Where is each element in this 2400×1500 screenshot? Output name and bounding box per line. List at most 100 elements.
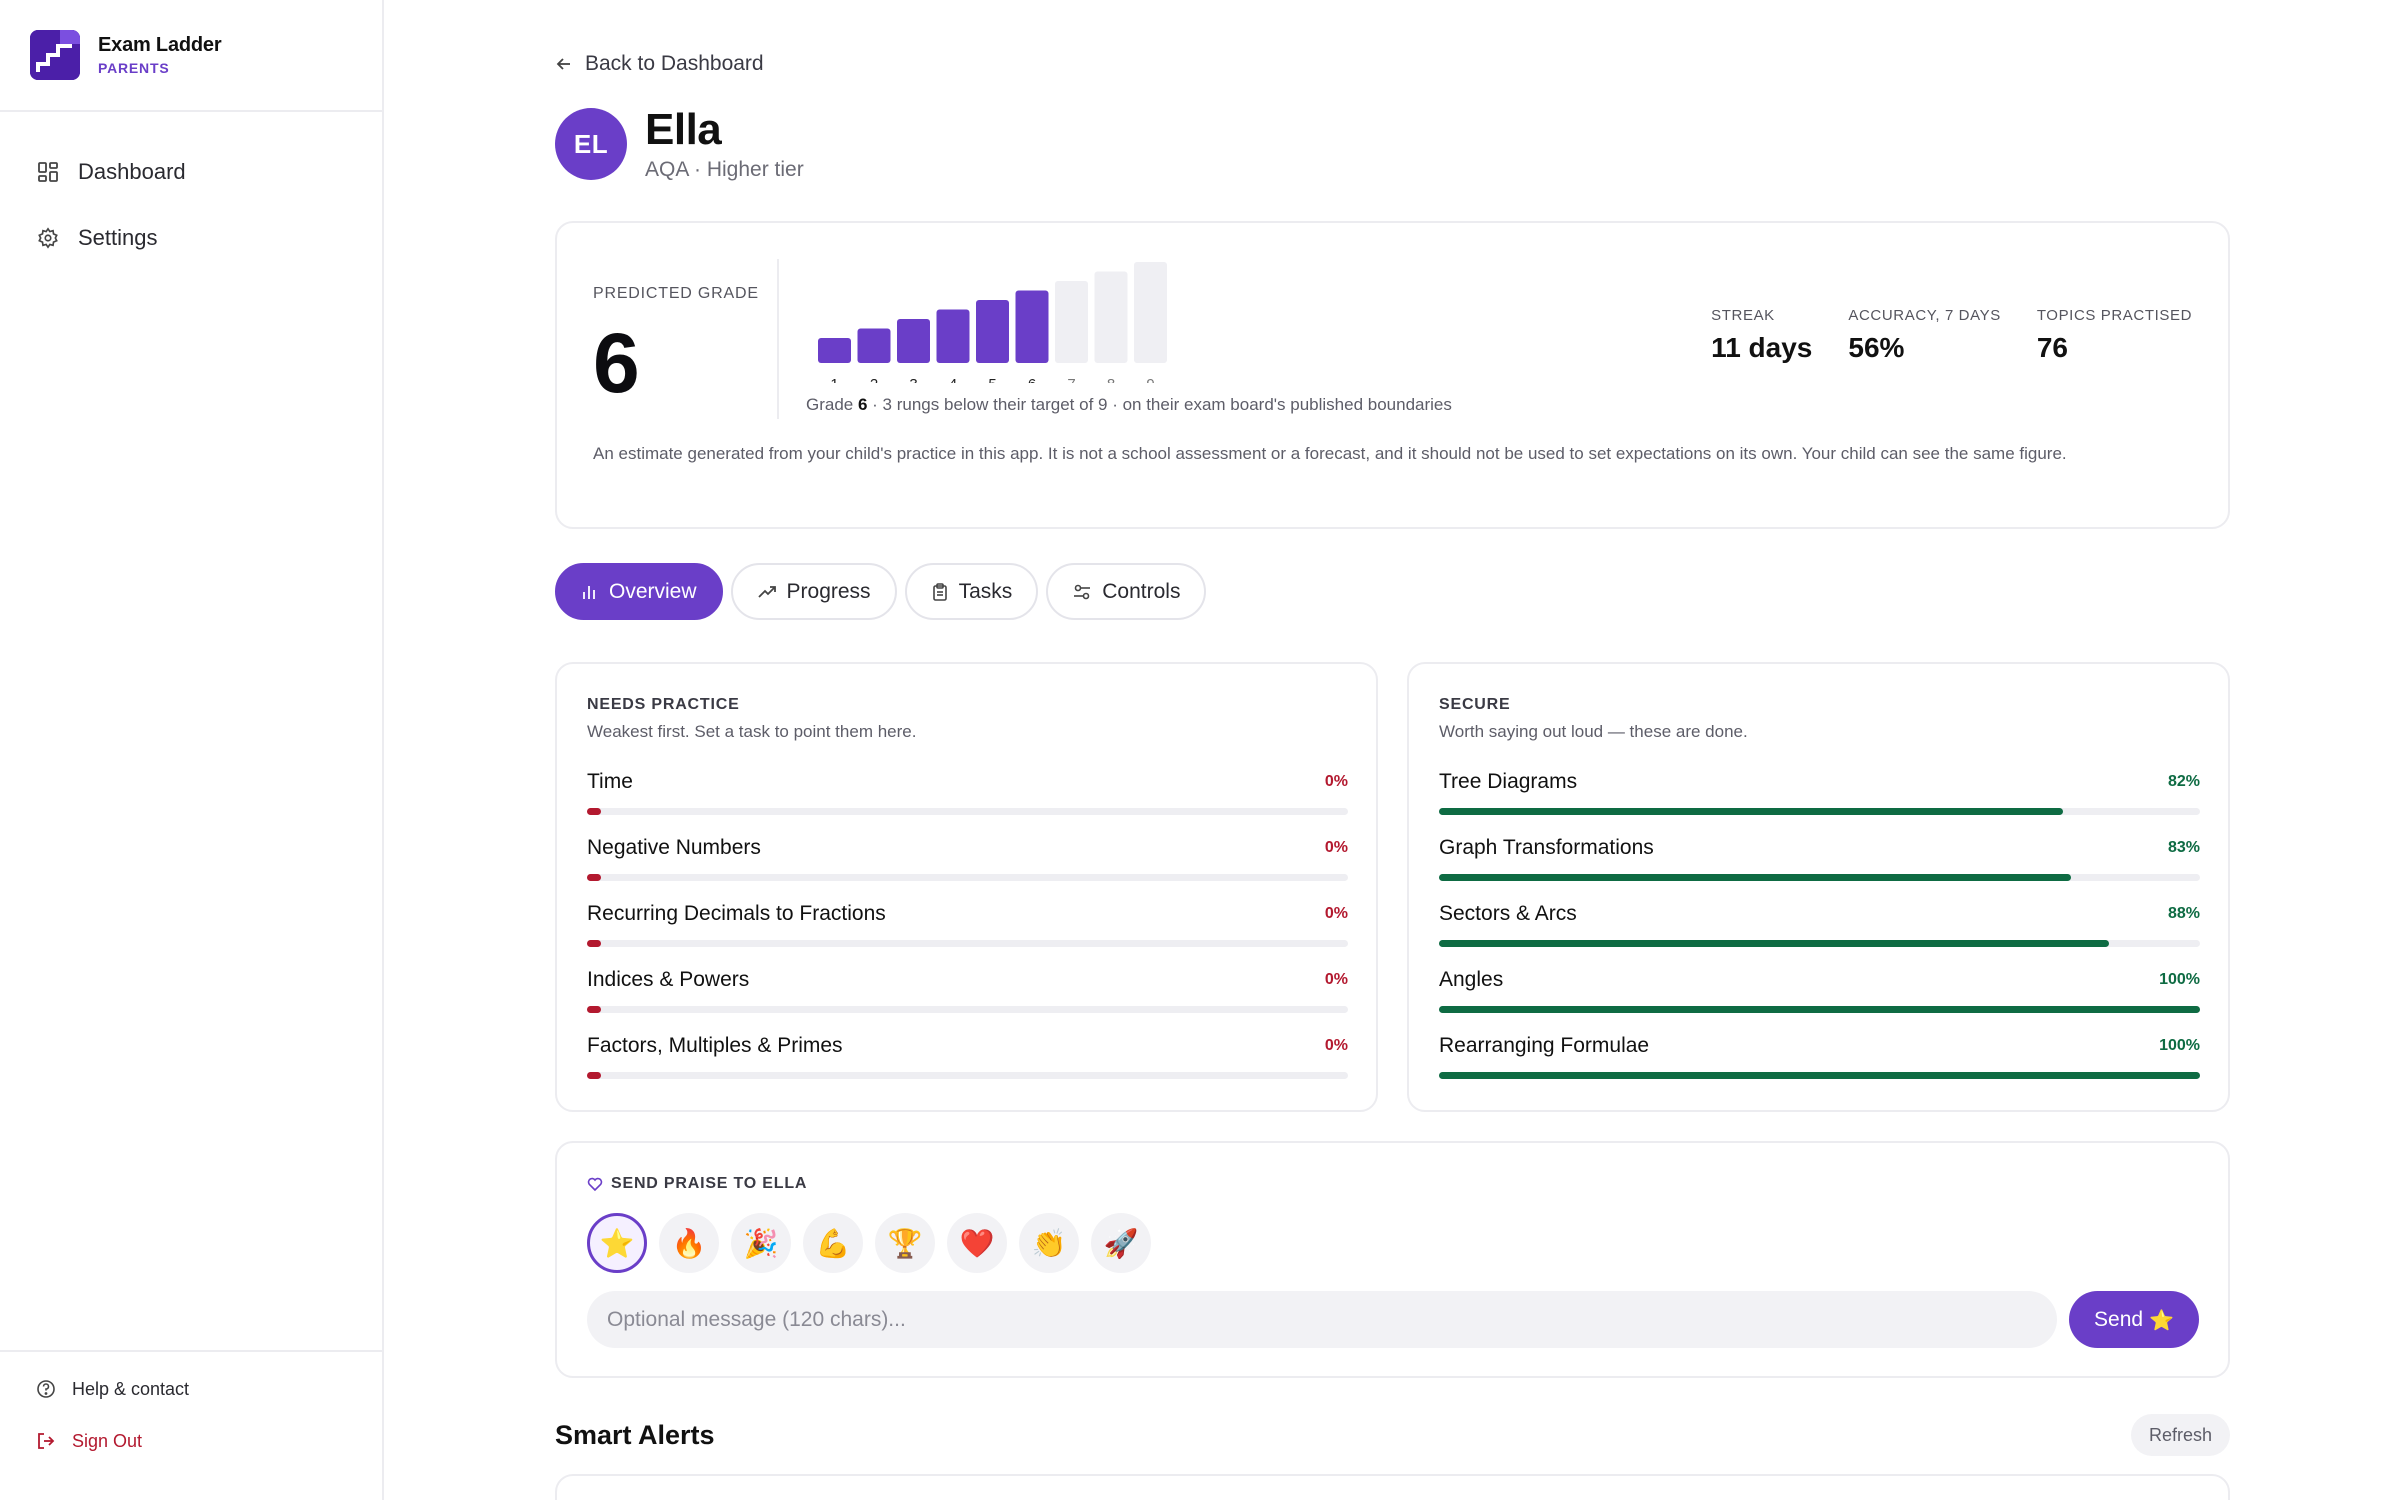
bar-chart-icon bbox=[581, 583, 599, 601]
sidebar: Exam Ladder PARENTS Dashboard Settings bbox=[0, 0, 384, 1500]
progress-track bbox=[587, 808, 1348, 815]
topic-row[interactable]: Time 0% bbox=[587, 770, 1348, 836]
topic-row[interactable]: Factors, Multiples & Primes 0% bbox=[587, 1034, 1348, 1100]
topic-name: Tree Diagrams bbox=[1439, 770, 1578, 793]
topic-row[interactable]: Negative Numbers 0% bbox=[587, 836, 1348, 902]
student-profile: EL Ella AQA · Higher tier bbox=[555, 106, 804, 182]
topic-percent: 82% bbox=[2167, 773, 2200, 790]
tab-label: Tasks bbox=[958, 579, 1013, 603]
topic-row[interactable]: Rearranging Formulae 100% bbox=[1439, 1034, 2200, 1100]
topic-row[interactable]: Sectors & Arcs 88% bbox=[1439, 902, 2200, 968]
caption-suffix: · 3 rungs below their target of 9 · on t… bbox=[867, 395, 1452, 414]
progress-track bbox=[1439, 940, 2200, 947]
emoji-option[interactable]: ❤️ bbox=[947, 1213, 1007, 1273]
topic-row[interactable]: Angles 100% bbox=[1439, 968, 2200, 1034]
needs-practice-list: Time 0% Negative Numbers 0% Recurring Decima… bbox=[587, 770, 1348, 1100]
grade-rung-label: 9 bbox=[1146, 376, 1154, 383]
stat-label: TOPICS PRACTISED bbox=[2036, 307, 2192, 324]
progress-track bbox=[1439, 1072, 2200, 1079]
sign-out-link[interactable]: Sign Out bbox=[0, 1426, 382, 1456]
topic-percent: 0% bbox=[1324, 839, 1348, 856]
needs-practice-title: NEEDS PRACTICE bbox=[587, 696, 740, 713]
grade-rung-bar bbox=[1134, 262, 1167, 363]
smart-alerts-card bbox=[555, 1474, 2230, 1500]
topic-name: Sectors & Arcs bbox=[1439, 902, 1577, 925]
topic-row[interactable]: Graph Transformations 83% bbox=[1439, 836, 2200, 902]
topic-name: Indices & Powers bbox=[587, 968, 750, 991]
grade-rung-bar bbox=[897, 319, 930, 363]
progress-track bbox=[587, 1006, 1348, 1013]
stat-label: STREAK bbox=[1711, 307, 1775, 324]
progress-fill bbox=[587, 808, 601, 815]
sign-out-icon bbox=[36, 1431, 56, 1451]
topic-row[interactable]: Indices & Powers 0% bbox=[587, 968, 1348, 1034]
topic-row[interactable]: Recurring Decimals to Fractions 0% bbox=[587, 902, 1348, 968]
sliders-icon bbox=[1072, 583, 1092, 601]
praise-title: SEND PRAISE TO ELLA bbox=[587, 1175, 807, 1193]
back-link[interactable]: Back to Dashboard bbox=[555, 52, 764, 76]
tab-overview[interactable]: Overview bbox=[555, 563, 723, 620]
topic-name: Factors, Multiples & Primes bbox=[587, 1034, 843, 1057]
praise-message-input[interactable] bbox=[587, 1291, 2057, 1348]
tab-bar: Overview Progress Tasks bbox=[555, 563, 1214, 620]
student-tier: AQA · Higher tier bbox=[645, 158, 804, 181]
progress-track bbox=[587, 874, 1348, 881]
emoji-option[interactable]: 💪 bbox=[803, 1213, 863, 1273]
stat-topics: TOPICS PRACTISED 76 bbox=[2037, 307, 2192, 364]
tab-label: Progress bbox=[786, 579, 871, 603]
heart-icon bbox=[587, 1176, 603, 1192]
help-link[interactable]: Help & contact bbox=[0, 1374, 382, 1404]
needs-practice-subtitle: Weakest first. Set a task to point them … bbox=[587, 722, 917, 741]
grade-disclaimer: An estimate generated from your child's … bbox=[593, 444, 2067, 463]
tab-label: Overview bbox=[609, 579, 697, 603]
star-icon: ⭐ bbox=[2149, 1307, 2174, 1332]
progress-fill bbox=[587, 1006, 601, 1013]
grid-icon bbox=[36, 160, 60, 184]
progress-fill bbox=[1439, 940, 2109, 947]
grade-rung-label: 8 bbox=[1107, 376, 1115, 383]
grade-ladder-chart: 1 2 3 4 5 6 7 8 9 bbox=[818, 262, 1167, 383]
clipboard-icon bbox=[931, 582, 949, 601]
topic-percent: 100% bbox=[2159, 971, 2200, 988]
emoji-option[interactable]: 🔥 bbox=[659, 1213, 719, 1273]
emoji-option[interactable]: 👏 bbox=[1019, 1213, 1079, 1273]
tab-label: Controls bbox=[1102, 579, 1181, 603]
sign-out-label: Sign Out bbox=[72, 1430, 143, 1451]
emoji-option[interactable]: 🚀 bbox=[1091, 1213, 1151, 1273]
stat-accuracy: ACCURACY, 7 DAYS 56% bbox=[1848, 307, 2000, 364]
arrow-left-icon bbox=[555, 55, 573, 73]
topic-percent: 0% bbox=[1324, 905, 1348, 922]
praise-title-text: SEND PRAISE TO ELLA bbox=[611, 1175, 808, 1192]
needs-practice-card: NEEDS PRACTICE Weakest first. Set a task… bbox=[555, 662, 1378, 1112]
progress-fill bbox=[1439, 808, 2063, 815]
stat-streak: STREAK 11 days bbox=[1711, 307, 1812, 364]
topic-row[interactable]: Tree Diagrams 82% bbox=[1439, 770, 2200, 836]
sidebar-item-dashboard[interactable]: Dashboard bbox=[0, 150, 382, 194]
progress-track bbox=[1439, 1006, 2200, 1013]
brand[interactable]: Exam Ladder PARENTS bbox=[0, 0, 382, 112]
grade-rung-label: 2 bbox=[870, 376, 878, 383]
sidebar-item-label: Settings bbox=[78, 225, 158, 250]
emoji-option[interactable]: 🏆 bbox=[875, 1213, 935, 1273]
avatar: EL bbox=[555, 108, 627, 180]
send-praise-button[interactable]: Send ⭐ bbox=[2069, 1291, 2199, 1348]
tab-progress[interactable]: Progress bbox=[730, 563, 897, 620]
emoji-option[interactable]: 🎉 bbox=[731, 1213, 791, 1273]
topic-percent: 88% bbox=[2167, 905, 2200, 922]
grade-ladder: 1 2 3 4 5 6 7 8 9 bbox=[806, 253, 1196, 383]
tab-controls[interactable]: Controls bbox=[1046, 563, 1207, 620]
topic-name: Rearranging Formulae bbox=[1439, 1034, 1650, 1057]
progress-fill bbox=[587, 874, 601, 881]
help-label: Help & contact bbox=[72, 1378, 190, 1399]
topic-percent: 0% bbox=[1324, 1037, 1348, 1054]
predicted-grade-value: 6 bbox=[593, 316, 640, 410]
sidebar-nav: Dashboard Settings bbox=[0, 112, 382, 260]
tab-tasks[interactable]: Tasks bbox=[904, 563, 1039, 620]
refresh-button[interactable]: Refresh bbox=[2130, 1414, 2230, 1456]
progress-track bbox=[587, 940, 1348, 947]
sidebar-item-settings[interactable]: Settings bbox=[0, 216, 382, 260]
grade-rung-bar bbox=[936, 309, 970, 363]
grade-rung-bar bbox=[976, 300, 1009, 363]
emoji-option[interactable]: ⭐ bbox=[587, 1213, 647, 1273]
stat-value: 76 bbox=[2036, 332, 2068, 363]
